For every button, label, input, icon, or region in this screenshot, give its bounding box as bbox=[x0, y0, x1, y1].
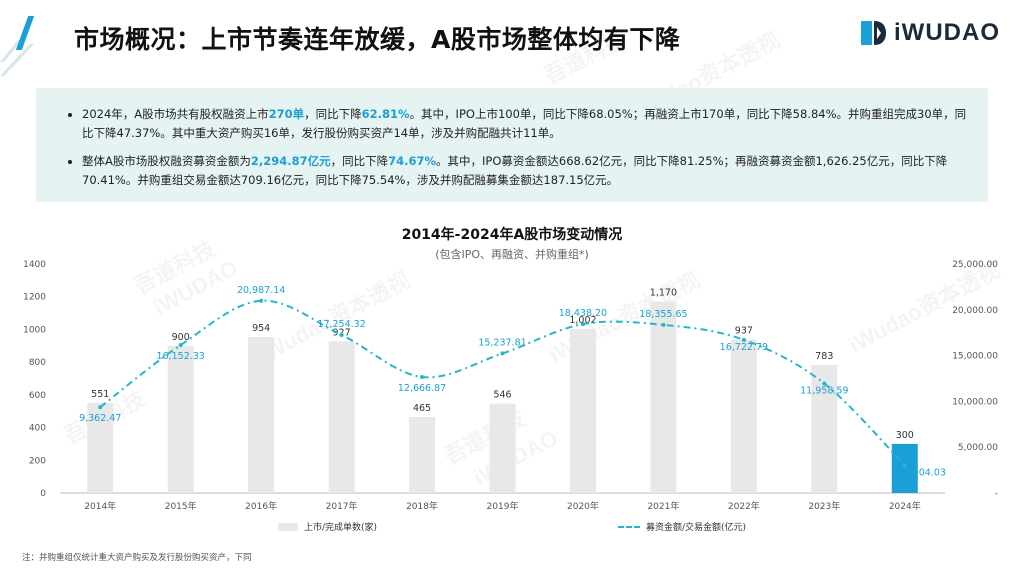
right-axis-tick-label: 10,000.00 bbox=[952, 397, 998, 407]
legend-line-swatch bbox=[618, 525, 640, 528]
line-point bbox=[98, 405, 103, 410]
logo-text: iWUDAO bbox=[894, 19, 1000, 46]
line-point bbox=[259, 298, 264, 303]
line-data-label: 18,438.20 bbox=[559, 308, 607, 319]
summary-bullet-2: 整体A股市场股权融资募资金额为2,294.87亿元，同比下降74.67%。其中，… bbox=[68, 152, 968, 190]
bar-data-label: 546 bbox=[493, 390, 511, 401]
right-axis-tick-label: 5,000.00 bbox=[958, 443, 998, 453]
brand-logo: iWUDAO bbox=[858, 16, 1000, 50]
x-axis-tick-label: 2017年 bbox=[326, 500, 358, 512]
footnote: 注：并购重组仅统计重大资产购买及发行股份购买资产，下同 bbox=[22, 553, 252, 563]
line-point bbox=[339, 332, 344, 337]
line-data-label: 11,958.59 bbox=[800, 385, 848, 396]
line-data-label: 15,237.81 bbox=[478, 337, 526, 348]
line-data-label: 17,254.32 bbox=[317, 319, 365, 330]
chart-title: 2014年-2024年A股市场变动情况 bbox=[401, 227, 623, 243]
line-point bbox=[902, 463, 907, 468]
left-axis-tick-label: 1200 bbox=[23, 293, 46, 303]
summary-box: 2024年，A股市场共有股权融资上市270单，同比下降62.81%。其中，IPO… bbox=[36, 88, 988, 202]
bar bbox=[489, 403, 516, 493]
legend-bar: 上市/完成单数(家) bbox=[278, 520, 377, 533]
x-axis-tick-label: 2023年 bbox=[808, 500, 840, 512]
x-axis-tick-label: 2014年 bbox=[84, 500, 116, 512]
line-point bbox=[822, 381, 827, 386]
line-data-label: 16,152.33 bbox=[157, 351, 205, 362]
bar bbox=[891, 443, 918, 493]
left-axis-tick-label: 400 bbox=[29, 424, 46, 434]
line-data-label: 18,355.65 bbox=[639, 309, 687, 320]
line-data-label: 9,362.47 bbox=[79, 413, 121, 424]
line-data-label: 3,004.03 bbox=[904, 467, 946, 478]
chart-subtitle: (包含IPO、再融资、并购重组*) bbox=[435, 248, 589, 261]
page-title: 市场概况：上市节奏连年放缓，A股市场整体均有下降 bbox=[74, 25, 681, 54]
legend-line: 募资金额/交易金额(亿元) bbox=[618, 520, 746, 533]
left-axis-tick-label: 200 bbox=[29, 456, 46, 466]
line-point bbox=[741, 337, 746, 342]
bar-data-label: 300 bbox=[896, 430, 914, 441]
bar bbox=[730, 339, 757, 493]
x-axis-tick-label: 2020年 bbox=[567, 500, 599, 512]
bar bbox=[569, 329, 596, 493]
summary-bullet-1: 2024年，A股市场共有股权融资上市270单，同比下降62.81%。其中，IPO… bbox=[68, 105, 968, 143]
bar-data-label: 927 bbox=[333, 327, 351, 338]
bar-data-label: 1,002 bbox=[569, 315, 596, 326]
bar-data-label: 783 bbox=[815, 351, 833, 362]
bar-data-label: 954 bbox=[252, 323, 270, 334]
left-axis-tick-label: 600 bbox=[29, 391, 46, 401]
right-axis-tick-label: 20,000.00 bbox=[952, 306, 998, 316]
right-axis-tick-label: 15,000.00 bbox=[952, 352, 998, 362]
line-point bbox=[500, 351, 505, 356]
bar-data-label: 551 bbox=[91, 389, 109, 400]
x-axis-tick-label: 2018年 bbox=[406, 500, 438, 512]
left-axis-tick-label: 800 bbox=[29, 358, 46, 368]
line-point bbox=[580, 322, 585, 327]
x-axis-tick-label: 2021年 bbox=[647, 500, 679, 512]
legend-bar-label: 上市/完成单数(家) bbox=[304, 523, 378, 533]
left-axis-tick-label: 0 bbox=[40, 489, 46, 499]
bar bbox=[167, 345, 194, 493]
x-axis-tick-label: 2015年 bbox=[165, 500, 197, 512]
legend-bar-swatch bbox=[278, 522, 298, 531]
bar bbox=[409, 416, 436, 493]
line-data-label: 12,666.87 bbox=[398, 383, 446, 394]
line-data-label: 20,987.14 bbox=[237, 285, 285, 296]
line-point bbox=[420, 374, 425, 379]
bar-data-label: 1,170 bbox=[650, 288, 677, 299]
bar bbox=[811, 364, 838, 493]
left-axis-tick-label: 1000 bbox=[23, 325, 46, 335]
x-axis-tick-label: 2019年 bbox=[487, 500, 519, 512]
bar-data-label: 937 bbox=[735, 326, 753, 337]
line-point bbox=[661, 322, 666, 327]
x-axis-tick-label: 2016年 bbox=[245, 500, 277, 512]
legend-line-label: 募资金额/交易金额(亿元) bbox=[646, 523, 747, 533]
bar bbox=[248, 336, 275, 493]
bar-data-label: 900 bbox=[172, 332, 190, 343]
bar bbox=[328, 341, 355, 493]
x-axis-tick-label: 2024年 bbox=[889, 500, 921, 512]
iwudao-logo-icon bbox=[861, 21, 887, 45]
line-data-label: 16,722.79 bbox=[720, 342, 768, 353]
x-axis-tick-label: 2022年 bbox=[728, 500, 760, 512]
left-axis-tick-label: 1400 bbox=[23, 260, 46, 270]
bar-data-label: 465 bbox=[413, 403, 431, 414]
right-axis-tick-label: 25,000.00 bbox=[952, 260, 998, 270]
bar bbox=[650, 301, 677, 493]
bar bbox=[87, 402, 114, 493]
line-point bbox=[178, 343, 183, 348]
right-axis-tick-label: - bbox=[995, 489, 998, 499]
